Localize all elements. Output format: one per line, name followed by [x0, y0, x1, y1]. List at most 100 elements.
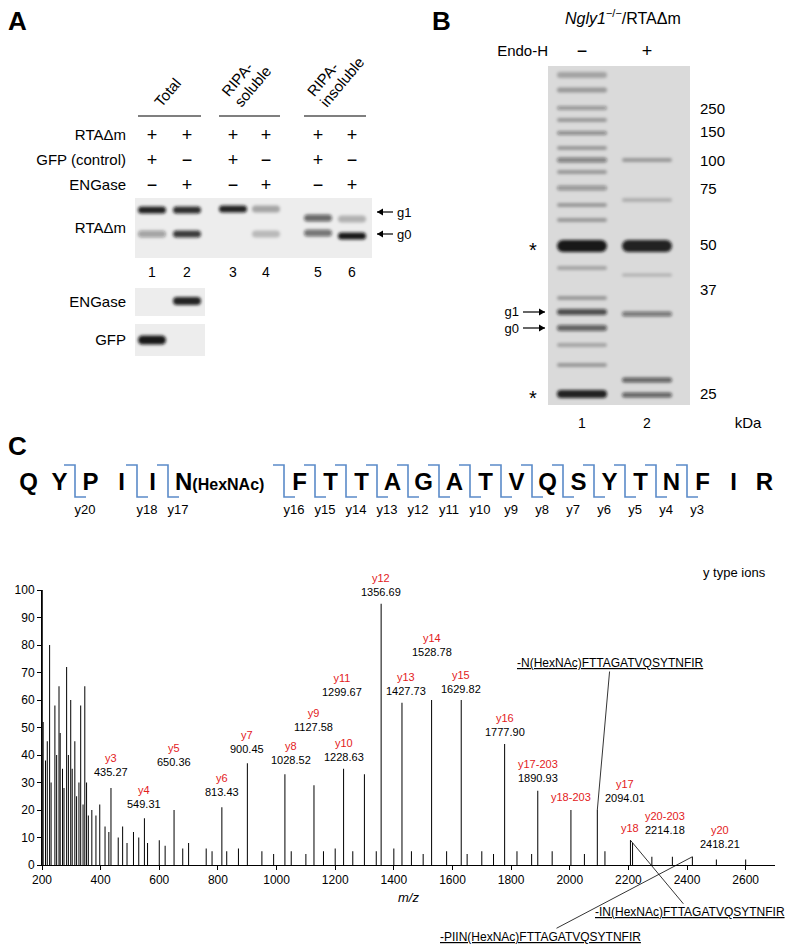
svg-text:y12: y12 — [408, 502, 429, 517]
svg-text:A: A — [8, 6, 27, 36]
svg-text:y81028.52: y81028.52 — [271, 740, 311, 766]
svg-text:−: − — [347, 150, 358, 170]
svg-text:GFP: GFP — [95, 331, 126, 348]
svg-text:I: I — [730, 468, 737, 495]
svg-text:y20: y20 — [75, 502, 96, 517]
svg-text:1: 1 — [578, 415, 586, 431]
svg-text:T: T — [633, 468, 648, 495]
svg-text:+: + — [228, 125, 239, 145]
svg-text:2: 2 — [643, 415, 651, 431]
svg-text:y8: y8 — [535, 502, 549, 517]
svg-text:80: 80 — [21, 638, 35, 652]
svg-text:Endo-H: Endo-H — [497, 42, 548, 59]
svg-text:A: A — [446, 468, 463, 495]
svg-text:600: 600 — [149, 873, 169, 887]
svg-text:Y: Y — [601, 468, 617, 495]
svg-text:RIPA-insoluble: RIPA-insoluble — [304, 43, 368, 110]
svg-text:+: + — [182, 125, 193, 145]
svg-text:250: 250 — [700, 100, 725, 117]
svg-text:m/z: m/z — [398, 890, 419, 905]
svg-text:2200: 2200 — [615, 873, 642, 887]
svg-text:1600: 1600 — [439, 873, 466, 887]
svg-text:R: R — [756, 468, 773, 495]
svg-text:y91127.58: y91127.58 — [294, 707, 333, 733]
svg-text:N: N — [663, 468, 680, 495]
svg-text:y161777.90: y161777.90 — [485, 712, 525, 738]
svg-text:+: + — [313, 125, 324, 145]
svg-text:g0: g0 — [397, 227, 411, 242]
svg-text:Q: Q — [19, 468, 38, 495]
svg-text:y14: y14 — [346, 502, 367, 517]
svg-text:S: S — [570, 468, 586, 495]
svg-text:y17: y17 — [168, 502, 189, 517]
svg-text:Q: Q — [538, 468, 557, 495]
svg-text:+: + — [182, 175, 193, 195]
svg-text:C: C — [8, 431, 27, 461]
svg-text:-N(HexNAc)FTTAGATVQSYTNFIR: -N(HexNAc)FTTAGATVQSYTNFIR — [517, 656, 704, 670]
svg-text:RIPA-soluble: RIPA-soluble — [218, 52, 274, 110]
svg-text:−: − — [313, 175, 324, 195]
svg-text:y18-203: y18-203 — [551, 791, 591, 803]
svg-text:y6: y6 — [597, 502, 611, 517]
svg-text:−: − — [577, 41, 588, 61]
svg-text:+: + — [642, 41, 653, 61]
svg-text:30: 30 — [21, 776, 35, 790]
svg-text:Y: Y — [51, 468, 67, 495]
svg-text:T: T — [323, 468, 338, 495]
svg-text:y101228.63: y101228.63 — [324, 737, 364, 763]
svg-text:ENGase: ENGase — [69, 176, 126, 193]
svg-text:y17-2031890.93: y17-2031890.93 — [518, 758, 558, 784]
svg-text:y6813.43: y6813.43 — [205, 772, 239, 798]
svg-text:g1: g1 — [397, 205, 411, 220]
svg-text:N(HexNAc): N(HexNAc) — [175, 468, 264, 495]
svg-text:P: P — [82, 468, 98, 495]
svg-text:100: 100 — [15, 583, 35, 597]
svg-text:RTAΔm: RTAΔm — [75, 219, 126, 236]
svg-text:y16: y16 — [284, 502, 305, 517]
svg-text:2000: 2000 — [556, 873, 583, 887]
svg-text:2600: 2600 — [732, 873, 759, 887]
svg-text:200: 200 — [32, 873, 52, 887]
svg-text:1400: 1400 — [380, 873, 407, 887]
svg-text:+: + — [147, 150, 158, 170]
svg-text:y13: y13 — [377, 502, 398, 517]
svg-text:−: − — [147, 175, 158, 195]
svg-text:2: 2 — [183, 264, 191, 280]
svg-text:Total: Total — [151, 75, 184, 110]
svg-text:50: 50 — [700, 236, 717, 253]
svg-text:*: * — [529, 239, 537, 261]
svg-text:RTAΔm: RTAΔm — [75, 126, 126, 143]
svg-text:y4549.31: y4549.31 — [127, 784, 161, 810]
svg-text:+: + — [347, 125, 358, 145]
svg-text:+: + — [347, 175, 358, 195]
svg-text:ENGase: ENGase — [69, 293, 126, 310]
svg-text:1000: 1000 — [263, 873, 290, 887]
svg-text:800: 800 — [208, 873, 228, 887]
svg-text:90: 90 — [21, 611, 35, 625]
svg-text:−: − — [261, 150, 272, 170]
svg-text:1800: 1800 — [498, 873, 525, 887]
svg-text:y11: y11 — [439, 502, 459, 517]
svg-text:y type ions: y type ions — [703, 565, 766, 580]
svg-text:G: G — [414, 468, 433, 495]
svg-text:150: 150 — [700, 123, 725, 140]
svg-text:75: 75 — [700, 180, 717, 197]
svg-text:y9: y9 — [504, 502, 518, 517]
svg-text:g0: g0 — [505, 321, 519, 336]
svg-text:y7: y7 — [566, 502, 580, 517]
svg-text:F: F — [292, 468, 307, 495]
svg-text:y10: y10 — [470, 502, 491, 517]
svg-text:A: A — [384, 468, 401, 495]
svg-text:6: 6 — [348, 264, 356, 280]
svg-text:10: 10 — [21, 831, 35, 845]
svg-text:+: + — [147, 125, 158, 145]
svg-text:y4: y4 — [659, 502, 673, 517]
svg-text:y121356.69: y121356.69 — [361, 572, 401, 598]
svg-text:25: 25 — [700, 385, 717, 402]
svg-text:*: * — [529, 387, 537, 409]
svg-text:y172094.01: y172094.01 — [605, 778, 645, 804]
svg-text:kDa: kDa — [735, 414, 762, 431]
svg-text:-PIIN(HexNAc)FTTAGATVQSYTNFIR: -PIIN(HexNAc)FTTAGATVQSYTNFIR — [440, 930, 641, 944]
svg-text:T: T — [354, 468, 369, 495]
svg-text:y141528.78: y141528.78 — [412, 632, 452, 658]
